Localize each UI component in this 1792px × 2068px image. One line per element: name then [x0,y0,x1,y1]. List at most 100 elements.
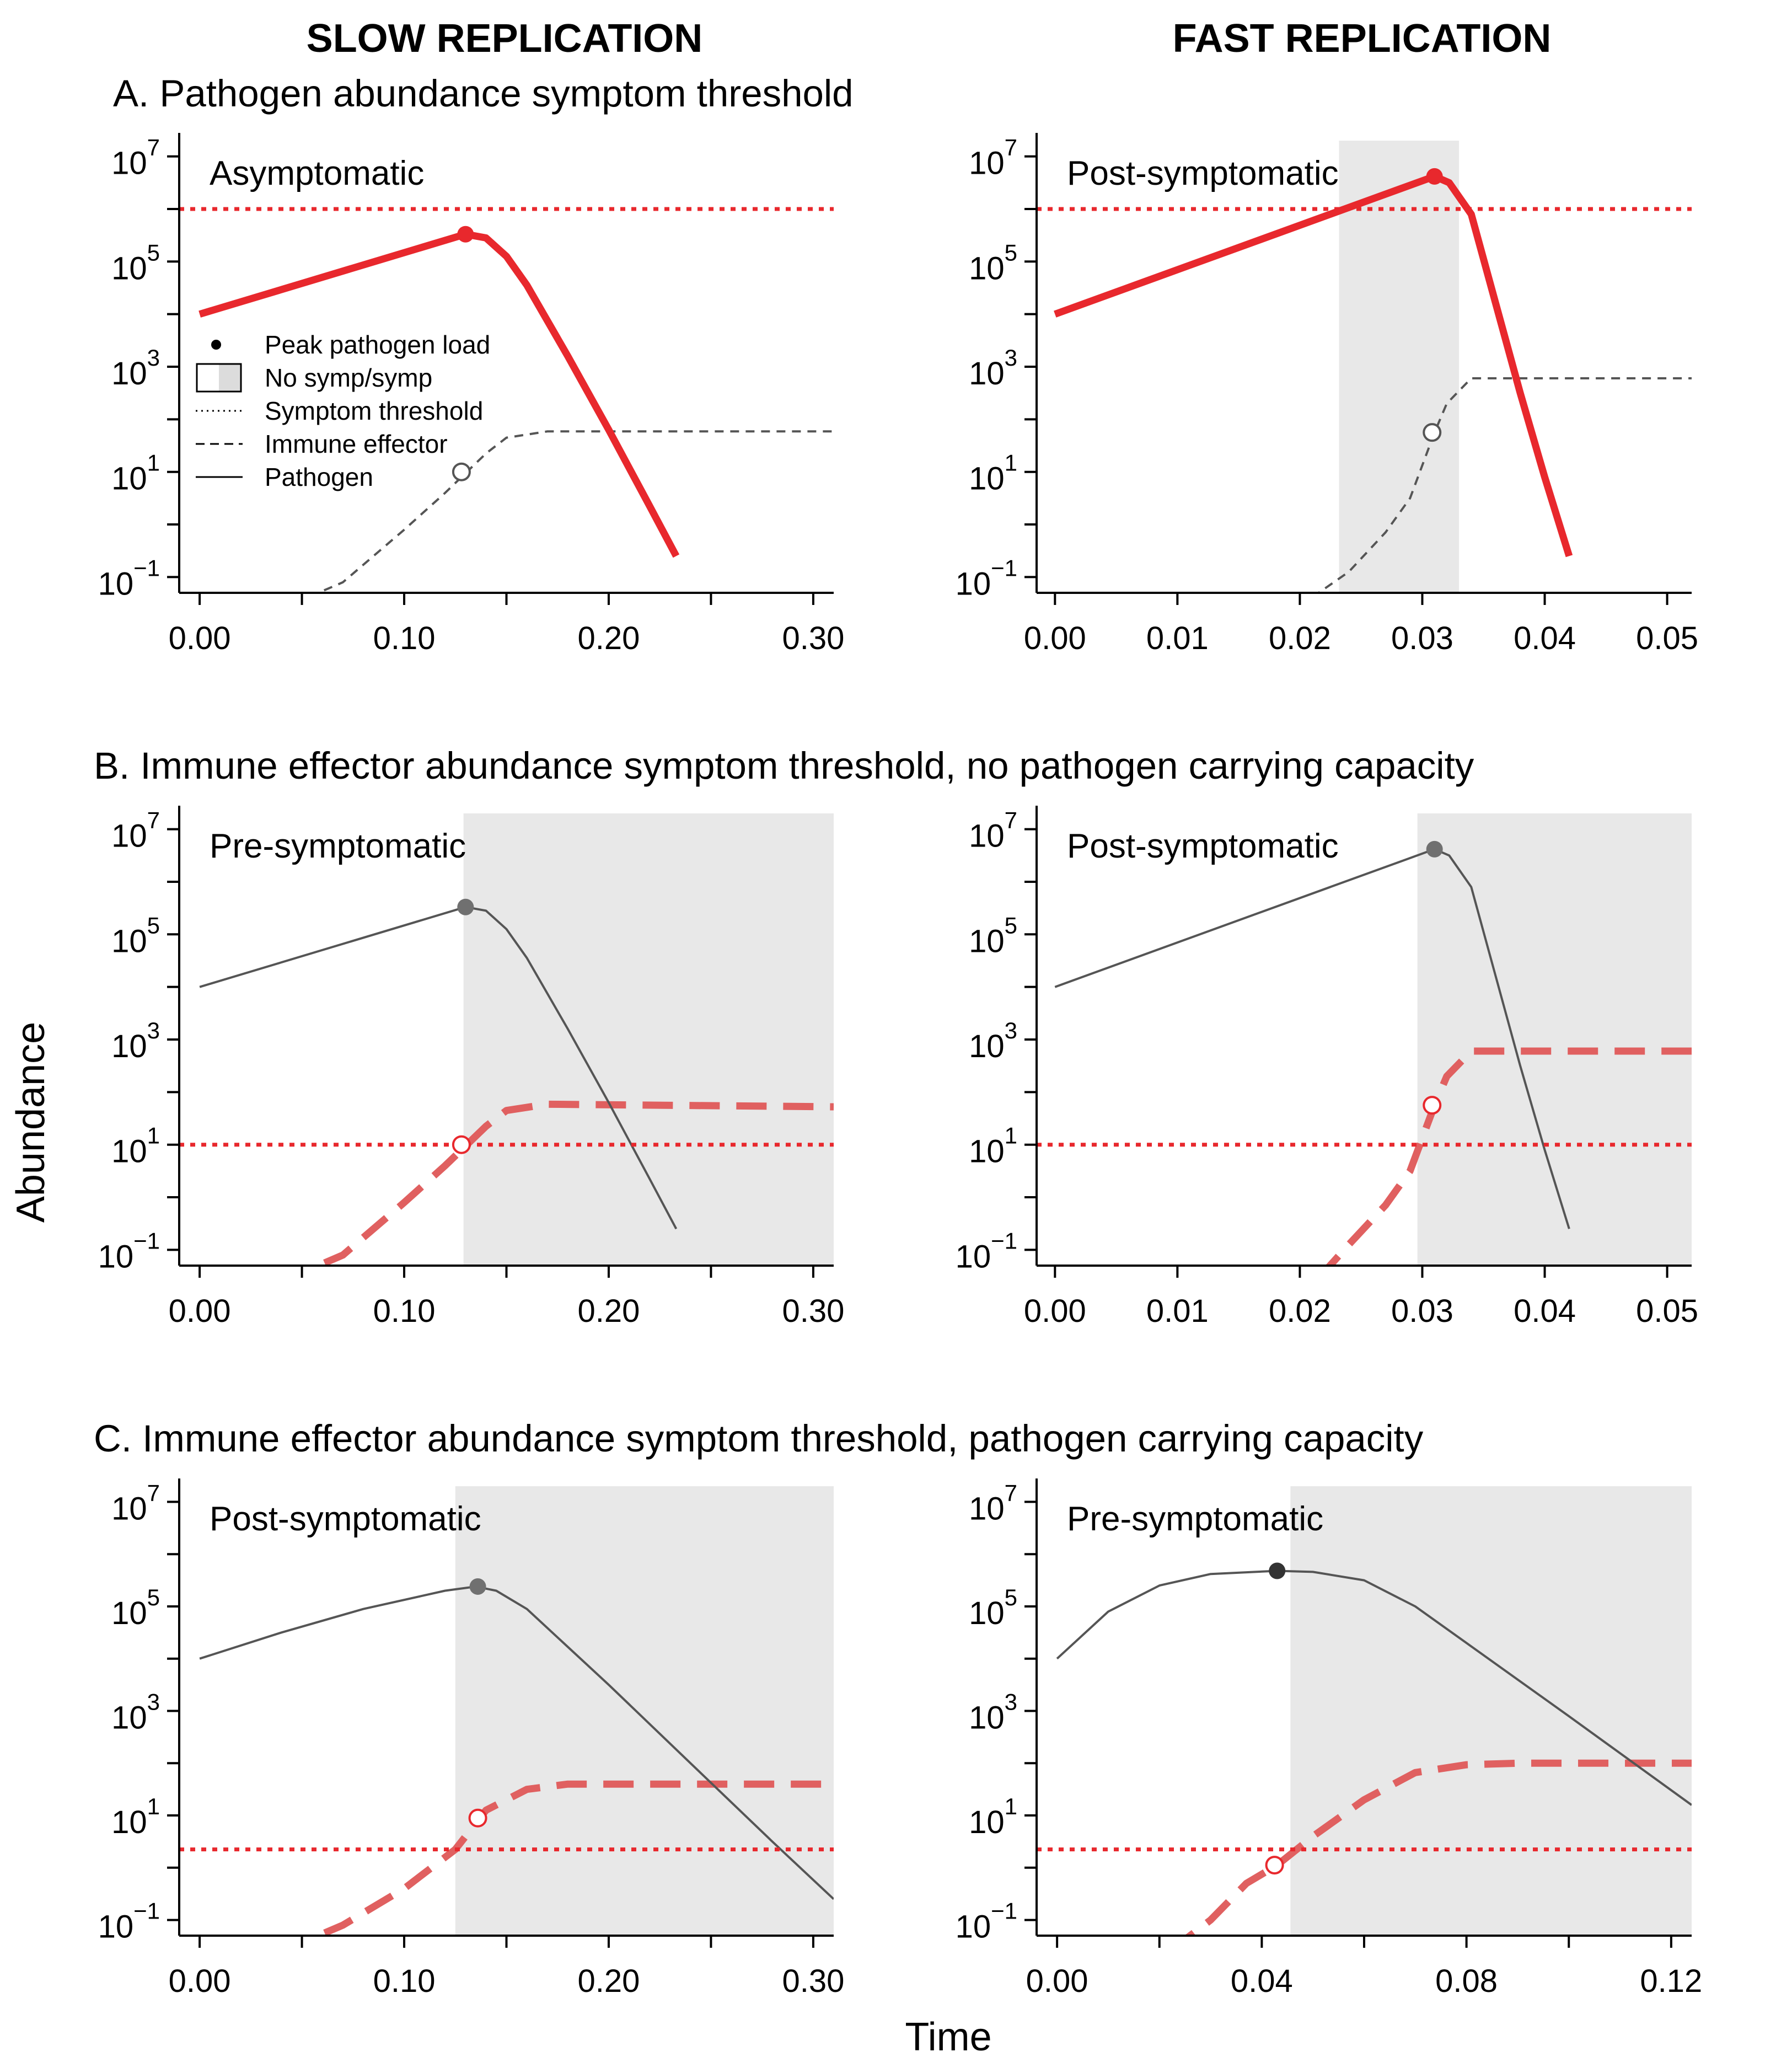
legend-label: Peak pathogen load [265,330,490,359]
y-tick-base: 10 [969,1134,1005,1170]
y-tick-base: 10 [969,356,1005,392]
x-tick-label: 0.00 [1026,1963,1088,1999]
panel-title: Asymptomatic [210,154,424,192]
pathogen-line [1054,173,1573,558]
immune-marker [452,462,471,481]
immune-line [315,430,834,593]
y-tick-label: 107 [969,807,1017,854]
plot-area [179,813,834,1266]
y-tick-label: 101 [111,450,160,497]
immune-marker [1265,1856,1284,1875]
y-tick-exponent: 3 [147,345,160,371]
immune-marker [452,1135,471,1154]
immune-marker [1423,423,1442,442]
legend-box-border [196,363,242,393]
y-tick-exponent: 3 [1005,1689,1017,1715]
panel-title: Post-symptomatic [1067,154,1339,192]
y-tick-exponent: −1 [991,1228,1017,1253]
x-tick-label: 0.05 [1636,620,1698,656]
legend-item-dotted: Symptom threshold [196,397,483,425]
legend-label: No symp/symp [265,363,432,392]
x-axis-label: Time [905,2015,991,2059]
panel-C-fast: 0.00 0.04 0.08 0.1210−1101103105107Pre-symp… [956,1478,1702,1999]
y-tick-base: 10 [111,1134,147,1170]
y-tick-label: 103 [969,345,1017,392]
y-tick-base: 10 [969,1595,1005,1631]
peak-marker [457,226,474,243]
plot-area [1037,813,1692,1266]
y-tick-exponent: 3 [147,1689,160,1715]
plot-area [1037,1486,1692,1936]
y-tick-base: 10 [111,356,147,392]
panel-A-slow: 0.00 0.10 0.20 0.3010−1101103105107Asymptom… [98,133,844,656]
y-tick-exponent: 5 [1005,912,1017,938]
plot-area [179,207,834,593]
panel-B-fast: 0.00 0.01 0.02 0.03 0.04 0.0510−1101103105107… [956,806,1698,1329]
y-tick-exponent: 5 [147,239,160,265]
y-tick-label: 103 [969,1689,1017,1736]
y-tick-label: 105 [111,912,160,959]
panel-C-slow: 0.00 0.10 0.20 0.3010−1101103105107Post-sym… [98,1478,844,1999]
legend-box-left [197,364,219,392]
row-title-b: B. Immune effector abundance symptom thr… [94,744,1474,787]
plot-area [179,1486,834,1936]
y-tick-exponent: 5 [1005,1584,1017,1610]
symptomatic-shade [463,813,834,1266]
panel-title: Post-symptomatic [1067,827,1339,865]
y-tick-exponent: 7 [1005,1480,1017,1506]
y-tick-label: 107 [969,135,1017,181]
y-tick-exponent: −1 [133,1228,160,1253]
y-tick-exponent: 1 [147,1793,160,1819]
immune-line [1317,377,1692,593]
panel-title: Pre-symptomatic [1067,1500,1323,1538]
x-tick-label: 0.10 [373,620,436,656]
y-tick-exponent: 7 [1005,135,1017,160]
y-tick-exponent: 3 [1005,1017,1017,1043]
y-tick-base: 10 [98,566,134,602]
y-tick-base: 10 [969,1028,1005,1064]
peak-marker [1426,168,1443,185]
y-tick-label: 107 [111,135,160,181]
y-tick-exponent: 7 [147,1480,160,1506]
x-tick-label: 0.30 [782,1963,844,1999]
y-tick-label: 101 [111,1793,160,1840]
x-tick-label: 0.00 [1024,620,1086,656]
y-tick-exponent: −1 [991,555,1017,581]
column-title-slow: SLOW REPLICATION [307,17,703,61]
panels: 0.00 0.10 0.20 0.3010−1101103105107Asymptom… [98,133,1702,1999]
y-tick-base: 10 [956,1239,991,1274]
y-tick-exponent: −1 [133,555,160,581]
y-tick-exponent: 1 [147,1123,160,1149]
x-tick-label: 0.04 [1514,1293,1576,1329]
column-title-fast: FAST REPLICATION [1173,17,1552,61]
x-tick-label: 0.10 [373,1293,436,1329]
plot-area [1037,141,1692,593]
y-tick-base: 10 [969,1491,1005,1526]
y-tick-exponent: 5 [147,912,160,938]
y-tick-label: 10−1 [956,555,1017,602]
y-tick-label: 101 [969,450,1017,497]
symptomatic-shade [1417,813,1692,1266]
pathogen-line [198,231,680,558]
y-tick-label: 103 [111,345,160,392]
y-tick-label: 10−1 [956,1228,1017,1274]
immune-marker [468,1808,487,1828]
immune-line [1325,1047,1692,1266]
x-tick-label: 0.04 [1231,1963,1293,1999]
symptomatic-shade [455,1486,834,1936]
y-tick-exponent: −1 [991,1898,1017,1924]
y-tick-exponent: 3 [147,1017,160,1043]
immune-line [1184,1759,1692,1936]
y-tick-label: 103 [969,1017,1017,1064]
y-tick-base: 10 [111,250,147,286]
x-tick-label: 0.30 [782,1293,844,1329]
y-tick-exponent: 5 [147,1584,160,1610]
y-tick-base: 10 [969,818,1005,854]
y-tick-label: 103 [111,1017,160,1064]
x-tick-label: 0.03 [1391,1293,1453,1329]
y-tick-base: 10 [969,1700,1005,1736]
legend: Peak pathogen load No symp/symp Symptom th… [196,330,490,491]
y-tick-base: 10 [111,1028,147,1064]
x-tick-label: 0.20 [578,1963,640,1999]
